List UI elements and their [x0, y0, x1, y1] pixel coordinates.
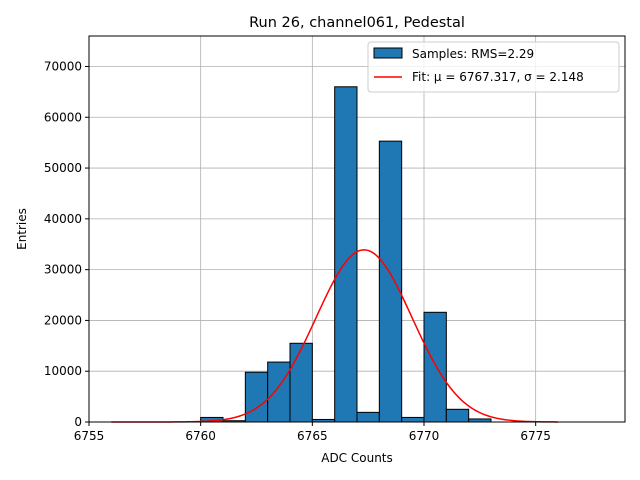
histogram-bar [445, 408, 470, 423]
histogram-bars [200, 86, 492, 423]
x-tick-label: 6770 [409, 429, 440, 443]
plot-frame [88, 35, 626, 423]
y-tick-label: 0 [74, 415, 82, 429]
x-tick-label: 6760 [185, 429, 216, 443]
y-tick-label: 30000 [44, 263, 82, 277]
legend-label-samples: Samples: RMS=2.29 [412, 47, 534, 61]
y-tick-label: 50000 [44, 161, 82, 175]
histogram-bar [289, 342, 313, 423]
histogram-bar [423, 311, 447, 423]
y-tick-label: 40000 [44, 212, 82, 226]
legend-label-fit: Fit: μ = 6767.317, σ = 2.148 [412, 70, 584, 84]
histogram-bar [356, 411, 380, 423]
x-axis-label: ADC Counts [321, 451, 393, 465]
y-tick-label: 70000 [44, 59, 82, 73]
legend-swatch-samples [373, 47, 403, 59]
histogram-bar [401, 416, 425, 423]
y-axis-ticks: 0 10000 20000 30000 40000 50000 60000 70000 [44, 59, 89, 429]
x-axis-ticks: 6755 6760 6765 6770 6775 [74, 422, 551, 443]
x-tick-label: 6755 [74, 429, 105, 443]
y-tick-label: 10000 [44, 364, 82, 378]
histogram-bar [378, 140, 403, 423]
y-tick-label: 20000 [44, 313, 82, 327]
histogram-bar [244, 371, 269, 423]
y-tick-label: 60000 [44, 110, 82, 124]
x-tick-label: 6775 [520, 429, 551, 443]
x-tick-label: 6765 [297, 429, 328, 443]
histogram-bar [267, 361, 291, 423]
legend-box [367, 41, 620, 93]
chart-title: Run 26, channel061, Pedestal [249, 15, 465, 31]
legend: Samples: RMS=2.29 Fit: μ = 6767.317, σ =… [367, 41, 620, 93]
y-axis-label: Entries [15, 208, 29, 250]
